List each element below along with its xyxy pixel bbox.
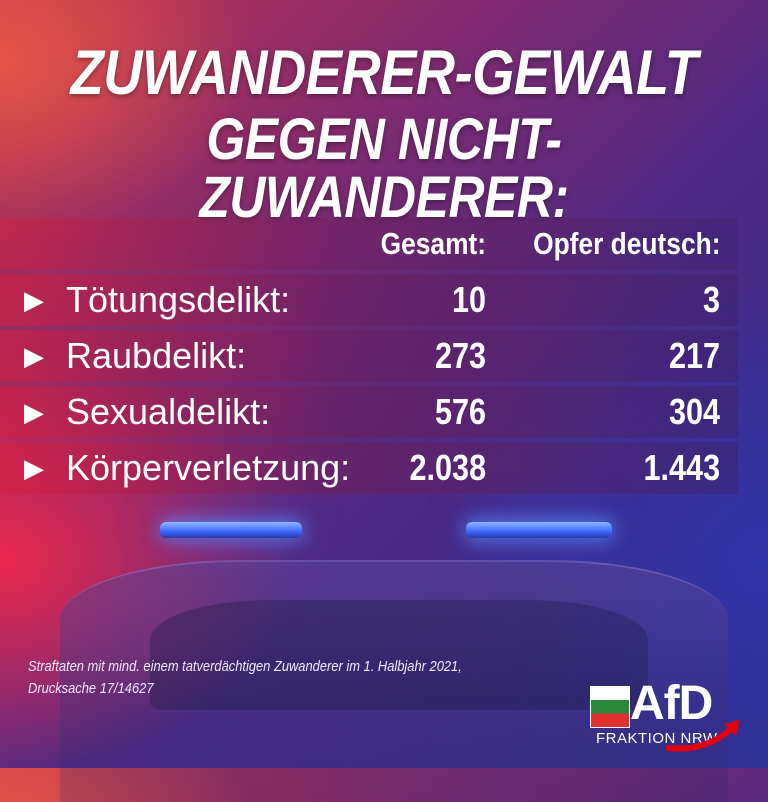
table-row: ▶ Körperverletzung: 2.038 1.443 (0, 442, 738, 494)
row-gesamt-value: 2.038 (409, 447, 486, 488)
row-gesamt-value: 273 (434, 335, 486, 376)
statistics-table: Gesamt: Opfer deutsch: ▶ Tötungsdelikt: … (0, 218, 738, 498)
source-note: Straftaten mit mind. einem tatverdächtig… (28, 656, 462, 700)
row-label: Sexualdelikt: (66, 391, 271, 432)
row-label: Raubdelikt: (66, 335, 247, 376)
source-line-2: Drucksache 17/14627 (28, 679, 154, 697)
police-light-left (160, 522, 302, 538)
triangle-right-icon: ▶ (24, 396, 44, 427)
headline-line-2: GEGEN NICHT-ZUWANDERER: (199, 107, 569, 230)
table-header-row: Gesamt: Opfer deutsch: (0, 218, 738, 270)
nrw-crest-icon (590, 686, 630, 728)
row-label: Tötungsdelikt: (66, 279, 291, 320)
logo-subtitle: FRAKTION NRW (596, 730, 718, 747)
row-opfer-value: 1.443 (643, 447, 720, 488)
triangle-right-icon: ▶ (24, 452, 44, 483)
swoosh-arrow-icon (666, 720, 740, 752)
triangle-right-icon: ▶ (24, 284, 44, 315)
table-row: ▶ Raubdelikt: 273 217 (0, 330, 738, 382)
police-light-right (466, 522, 612, 538)
row-label: Körperverletzung: (66, 447, 351, 488)
afd-logo: AfD FRAKTION NRW (590, 677, 750, 760)
table-row: ▶ Tötungsdelikt: 10 3 (0, 274, 738, 326)
row-opfer-value: 304 (668, 391, 720, 432)
headline-line-1: ZUWANDERER-GEWALT (70, 38, 698, 108)
police-car-window (150, 600, 648, 710)
header-gesamt: Gesamt: (380, 226, 486, 261)
header-opfer-deutsch: Opfer deutsch: (532, 226, 720, 261)
row-opfer-value: 217 (668, 335, 720, 376)
table-row: ▶ Sexualdelikt: 576 304 (0, 386, 738, 438)
logo-name: AfD (630, 677, 713, 730)
row-gesamt-value: 576 (434, 391, 486, 432)
headline: ZUWANDERER-GEWALT GEGEN NICHT-ZUWANDERER… (0, 42, 768, 227)
row-opfer-value: 3 (702, 279, 720, 320)
police-car-roof (60, 560, 728, 802)
row-gesamt-value: 10 (451, 279, 486, 320)
triangle-right-icon: ▶ (24, 340, 44, 371)
source-line-1: Straftaten mit mind. einem tatverdächtig… (28, 658, 462, 675)
